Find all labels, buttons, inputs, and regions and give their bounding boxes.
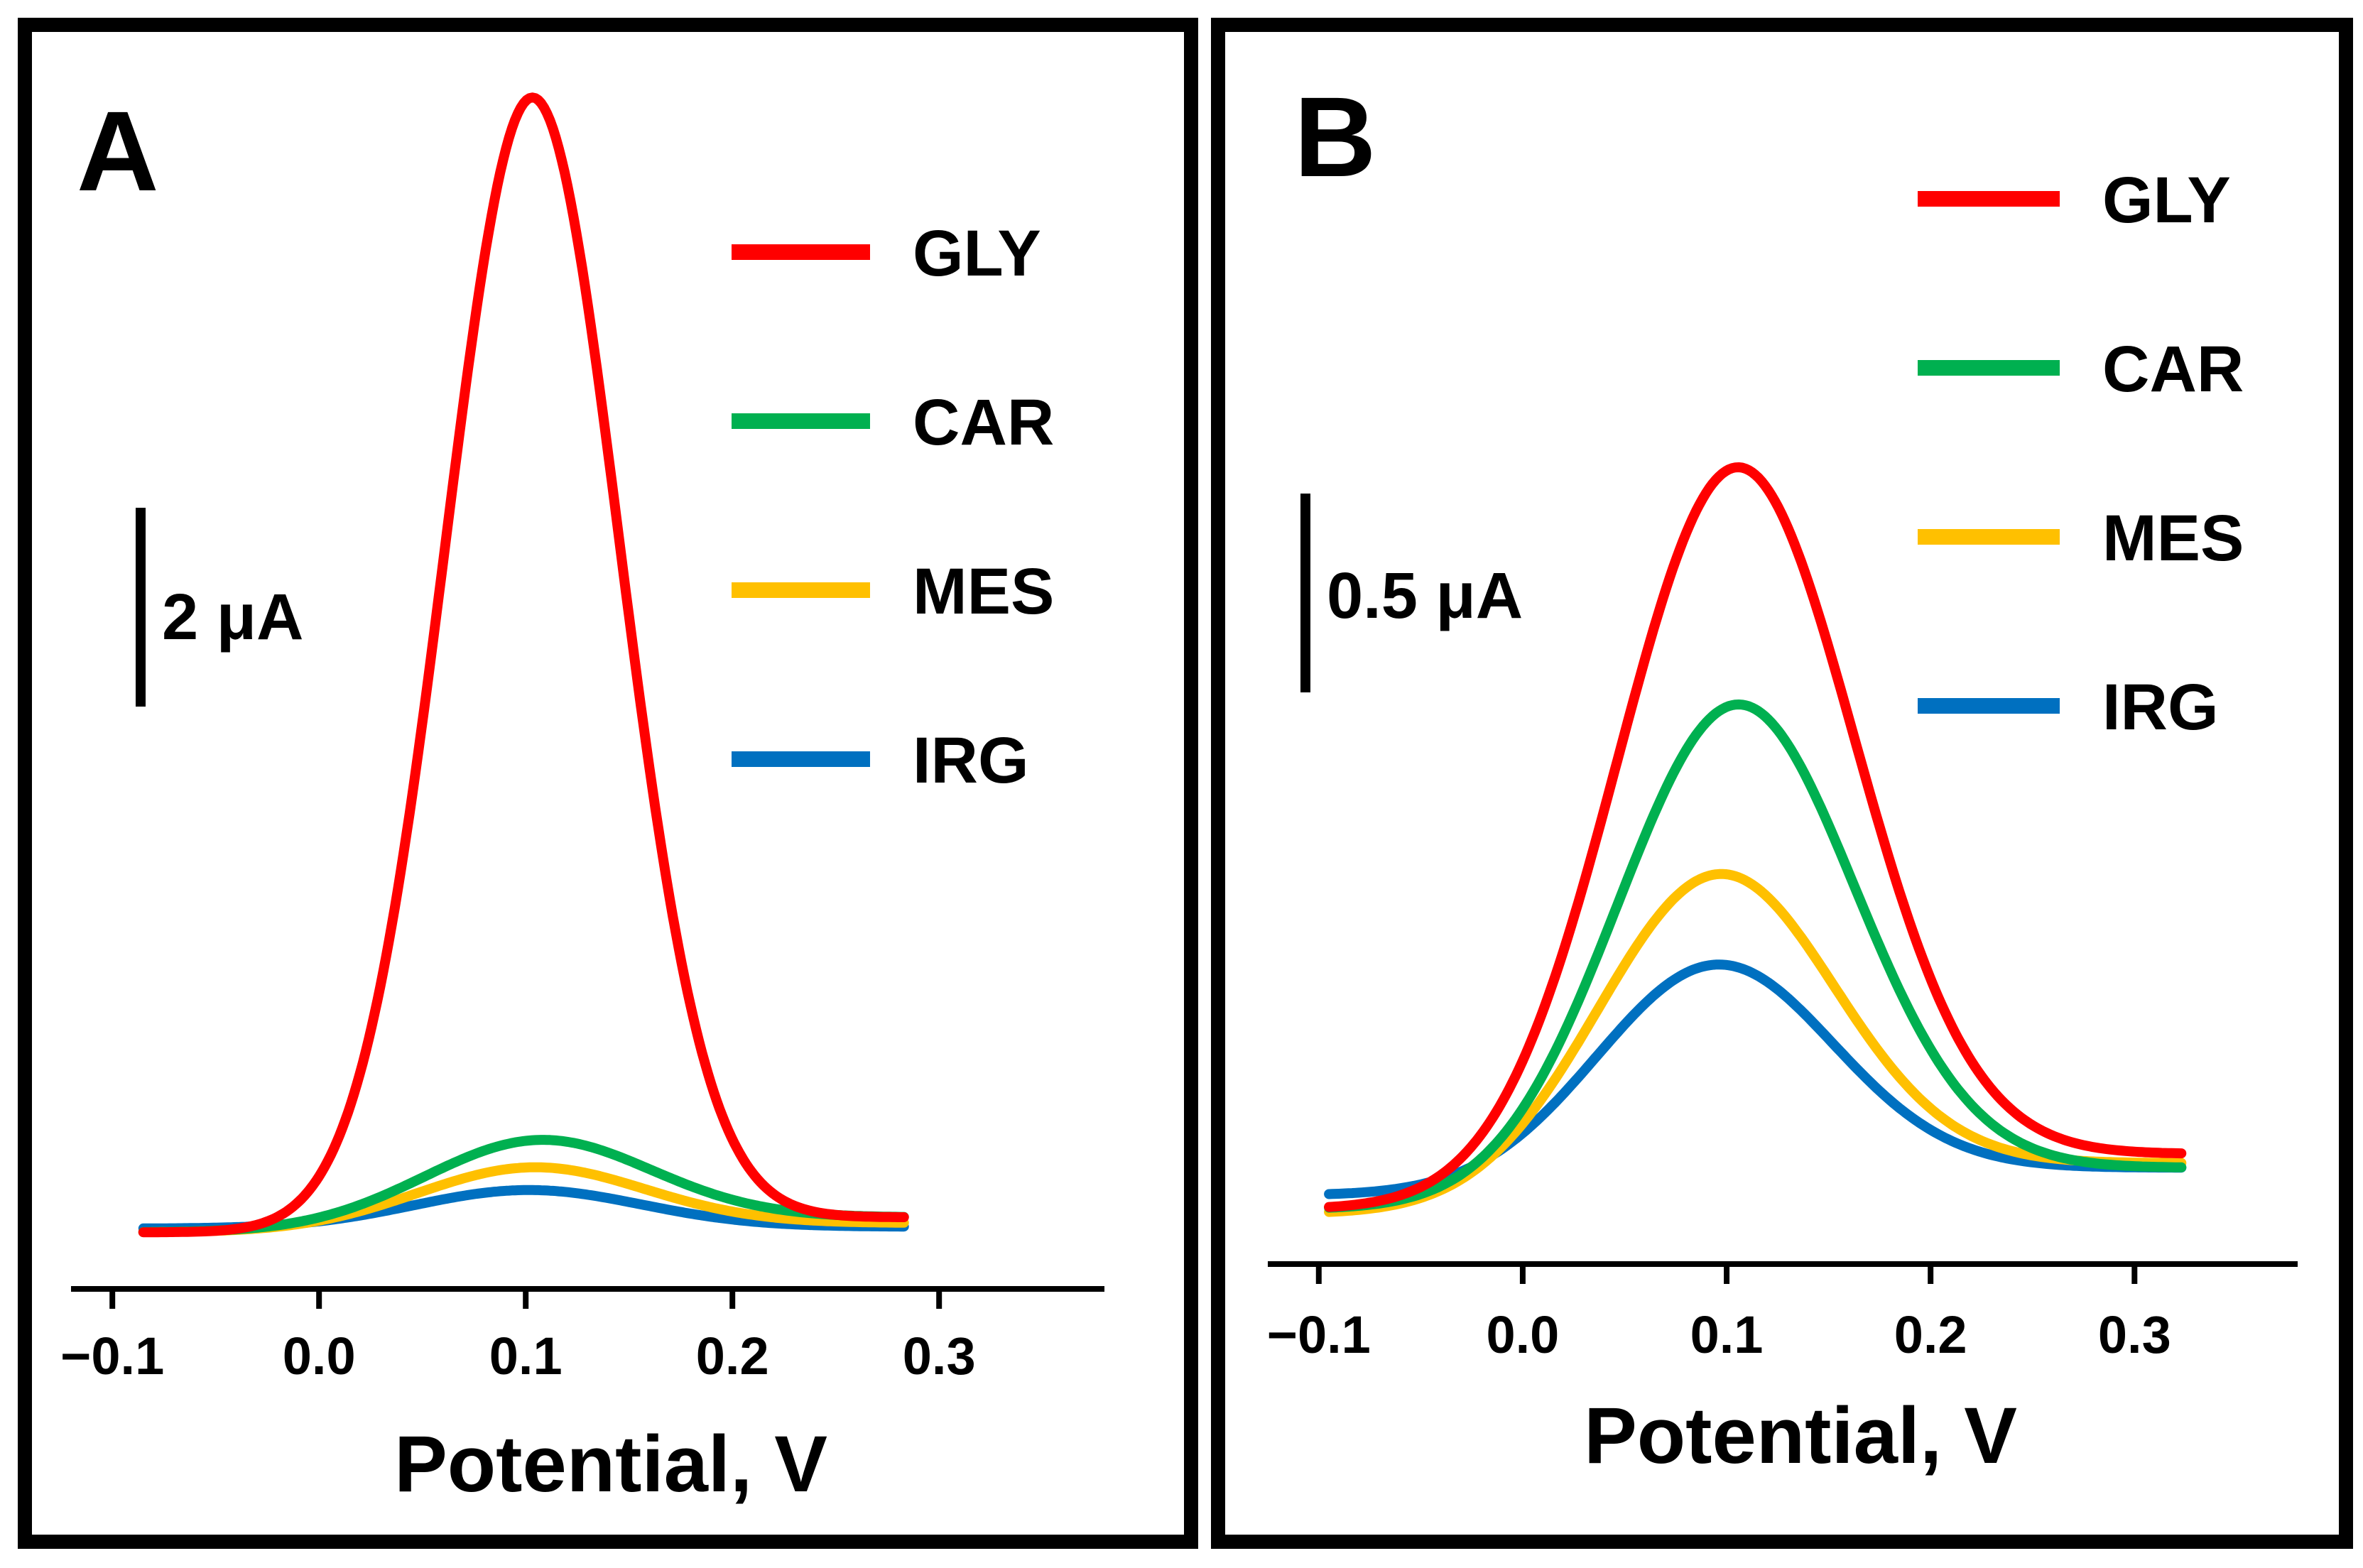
panel-a-x-axis-title: Potential, V bbox=[394, 1420, 827, 1508]
panel-a: A 2 μA −0.1 0.0 0.1 0.2 0.3 GLY CAR MES IRG Pot… bbox=[18, 18, 1198, 1549]
panel-a-legend-label-car: CAR bbox=[913, 386, 1054, 459]
panel-b-label: B bbox=[1294, 73, 1376, 200]
panel-a-label: A bbox=[77, 87, 159, 214]
panel-a-x-ticks: −0.1 0.0 0.1 0.2 0.3 bbox=[60, 1289, 976, 1385]
panel-a-tick-label: −0.1 bbox=[60, 1327, 164, 1385]
panel-a-tick-label: 0.1 bbox=[489, 1327, 563, 1385]
panel-b-curves bbox=[1324, 462, 2187, 1217]
panel-b-x-ticks: −0.1 0.0 0.1 0.2 0.3 bbox=[1267, 1264, 2171, 1364]
panel-a-tick-label: 0.2 bbox=[696, 1327, 769, 1385]
panel-b-border bbox=[1211, 18, 2353, 1549]
panel-b-scale-label: 0.5 μA bbox=[1327, 560, 1523, 632]
panel-a-scale-label: 2 μA bbox=[162, 581, 303, 653]
panel-b-legend-label-gly: GLY bbox=[2102, 164, 2231, 236]
panel-b-legend-label-car: CAR bbox=[2102, 333, 2244, 405]
panel-a-curves bbox=[138, 92, 909, 1238]
panel-b: B 0.5 μA −0.1 0.0 0.1 0.2 0.3 GLY CAR MES IRG P… bbox=[1211, 18, 2353, 1549]
panel-b-series-gly bbox=[1324, 462, 2187, 1212]
panel-b-legend: GLY CAR MES IRG bbox=[1918, 164, 2244, 744]
panel-b-tick-label: 0.1 bbox=[1690, 1305, 1764, 1364]
panel-a-legend-label-gly: GLY bbox=[913, 217, 1041, 290]
panel-a-tick-label: 0.3 bbox=[903, 1327, 976, 1385]
panel-a-legend-label-irg: IRG bbox=[913, 724, 1029, 797]
panel-a-legend-label-mes: MES bbox=[913, 555, 1054, 628]
panel-b-x-axis-title: Potential, V bbox=[1584, 1391, 2017, 1480]
panel-b-tick-label: −0.1 bbox=[1267, 1305, 1371, 1364]
panel-a-series-car bbox=[138, 1135, 909, 1237]
panel-b-legend-label-irg: IRG bbox=[2102, 671, 2219, 744]
panel-a-border bbox=[18, 18, 1198, 1549]
panel-b-series-car bbox=[1324, 699, 2187, 1213]
panel-a-tick-label: 0.0 bbox=[283, 1327, 356, 1385]
panel-b-tick-label: 0.0 bbox=[1486, 1305, 1559, 1364]
panel-a-series-gly bbox=[138, 92, 909, 1238]
panel-b-tick-label: 0.3 bbox=[2098, 1305, 2171, 1364]
panel-a-legend: GLY CAR MES IRG bbox=[732, 217, 1054, 797]
panel-b-legend-label-mes: MES bbox=[2102, 502, 2244, 575]
panel-b-tick-label: 0.2 bbox=[1894, 1305, 1967, 1364]
